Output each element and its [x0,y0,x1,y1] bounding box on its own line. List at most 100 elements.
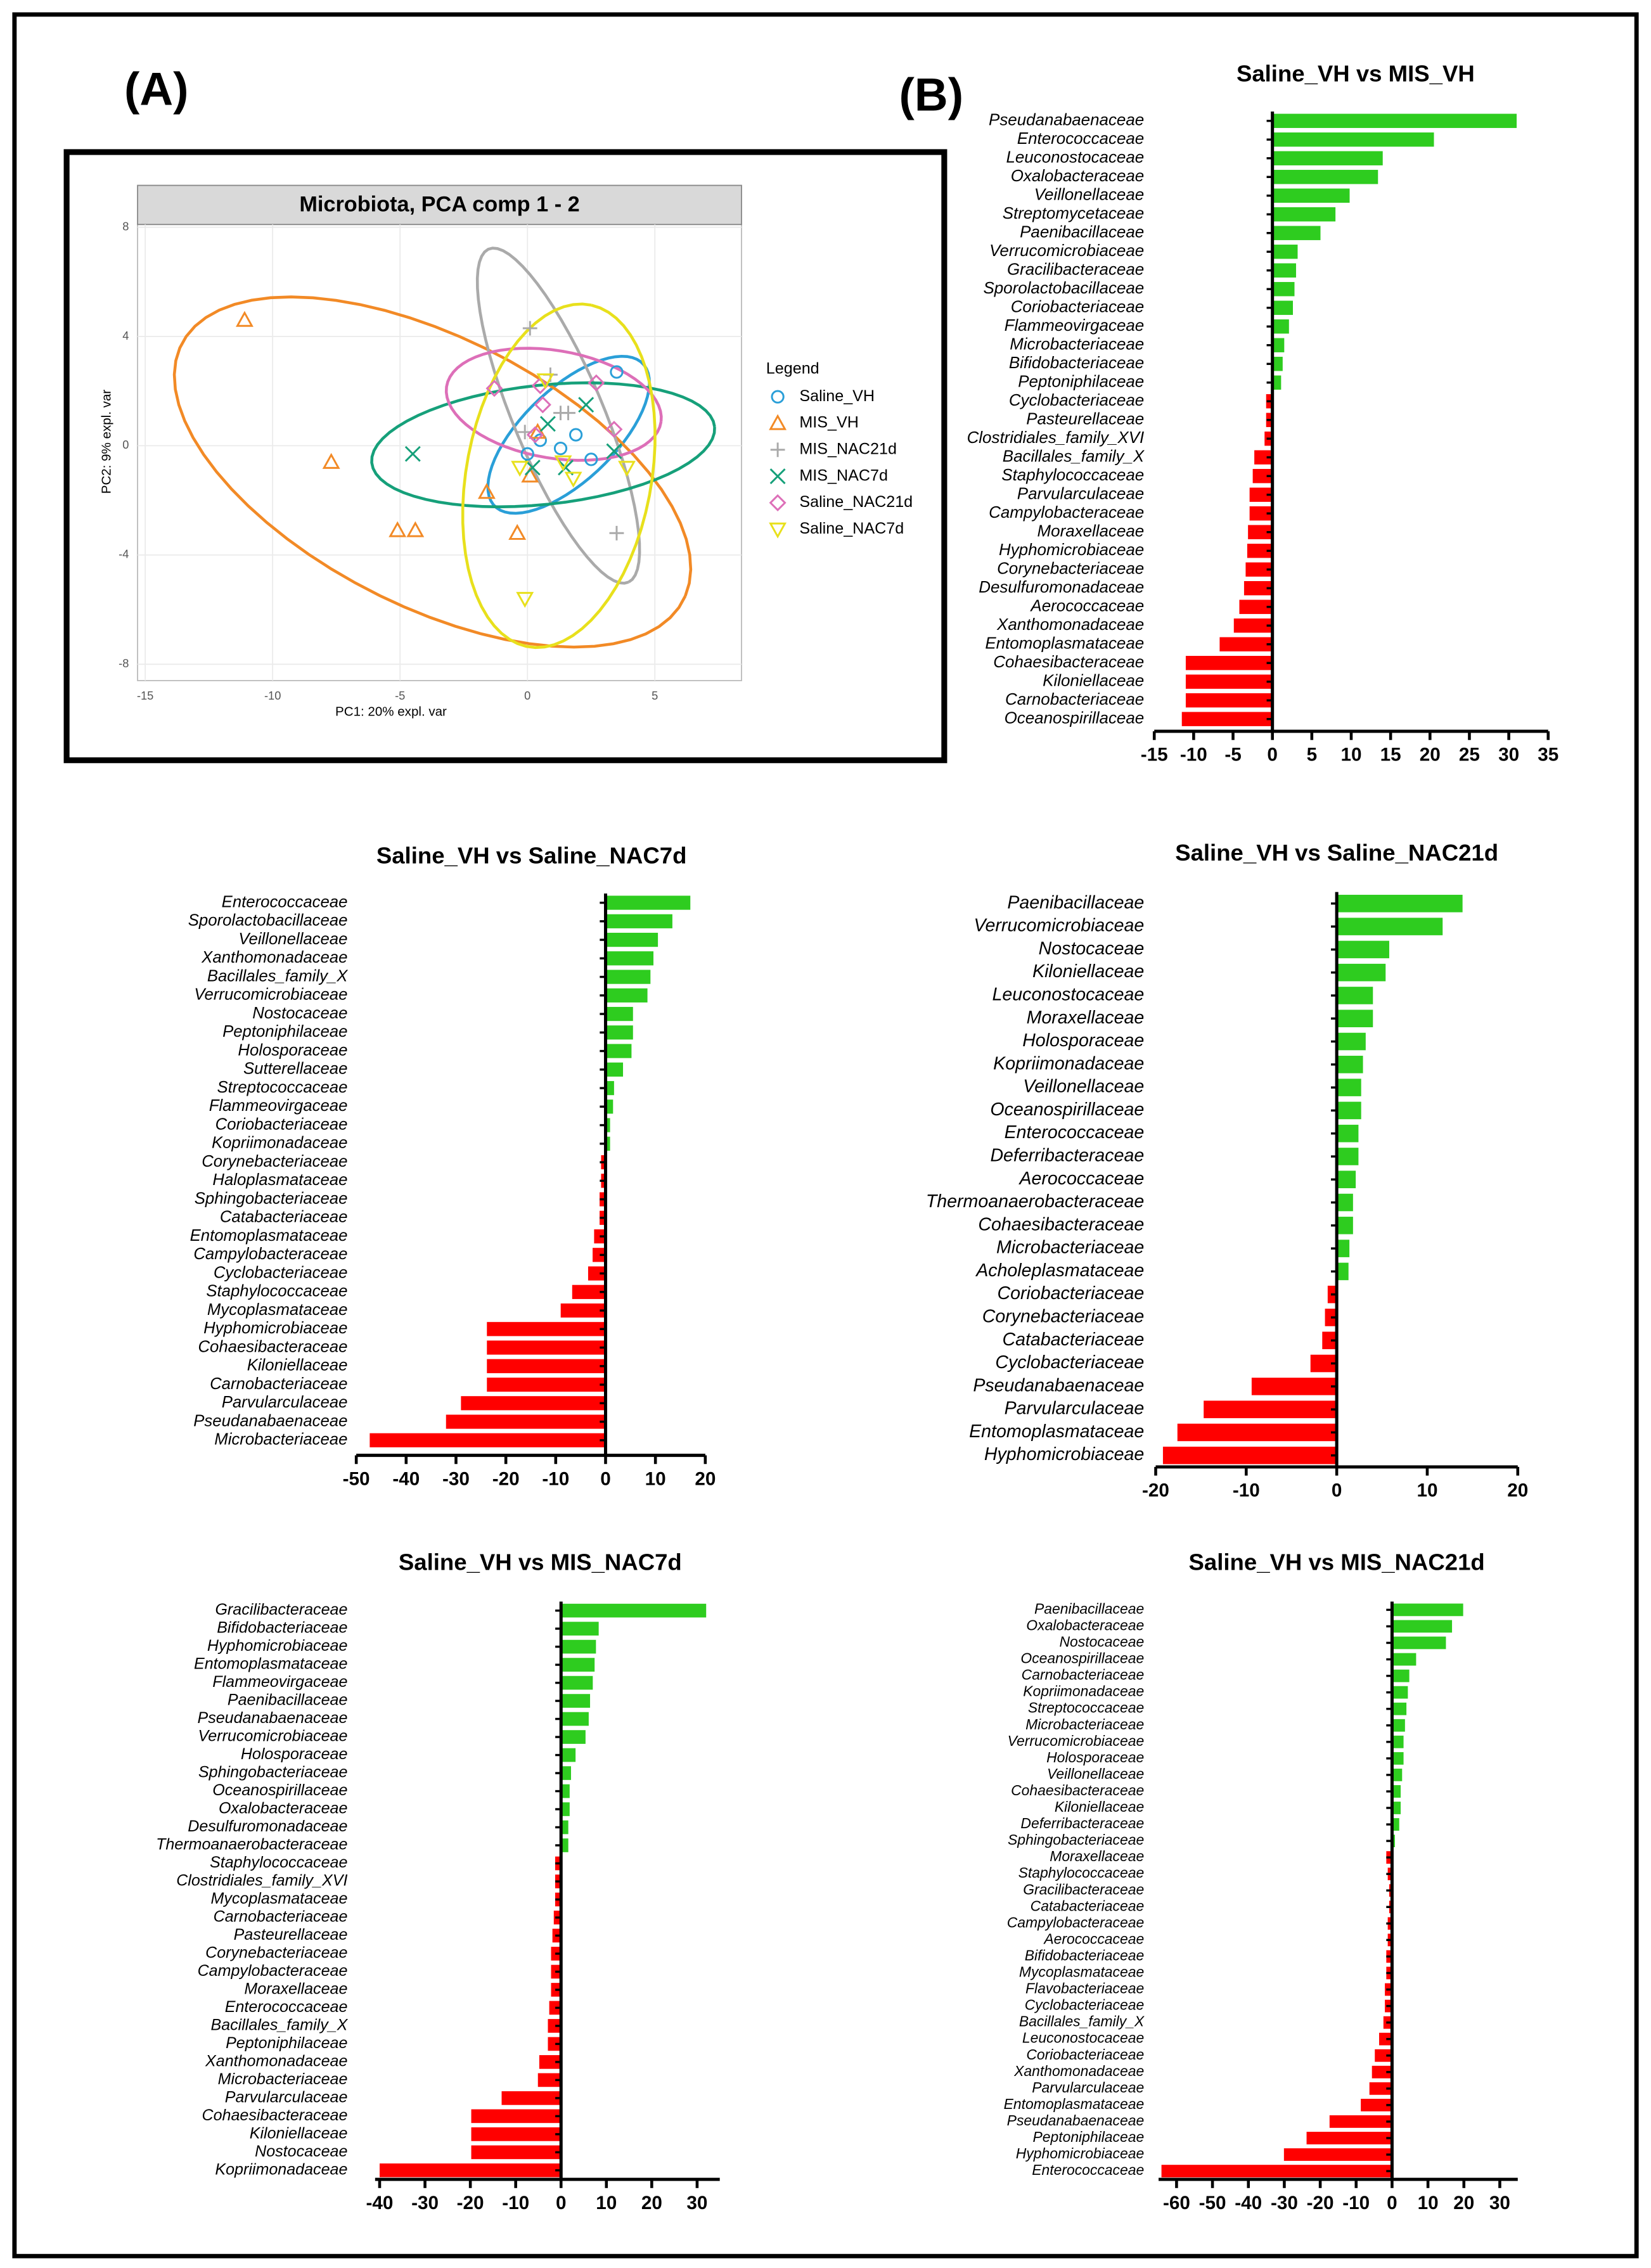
x-tick-label: 25 [1459,745,1480,766]
bar [1322,1331,1337,1350]
bar [1254,450,1273,464]
category-label: Bacillales_family_X [207,967,348,985]
point [539,416,556,432]
point [404,445,421,462]
bar [1369,2082,1392,2095]
point [508,523,527,540]
bar [1337,1079,1361,1096]
x-tick-label: 0 [1267,745,1278,766]
point [536,373,555,390]
bar [1329,2115,1392,2128]
category-label: Oxalobacteraceae [1011,167,1145,185]
category-label: Flammeovirgaceae [212,1673,347,1691]
category-label: Paenibacillaceae [1034,1600,1144,1617]
bar [561,1658,595,1672]
bar [1337,1056,1363,1073]
bar [1272,113,1517,128]
category-label: Moraxellaceae [1050,1848,1144,1864]
x-tick-label: -15 [137,689,153,702]
x-tick-label: -50 [343,1468,370,1489]
category-label: Microbacteriaceae [1010,336,1144,354]
x-tick-label: -30 [442,1468,470,1489]
points-layer [172,247,716,650]
bar [1162,1446,1337,1464]
chart-title: Saline_VH vs MIS_NAC21d [1189,1549,1485,1575]
category-label: Enterococcaceae [1017,130,1144,148]
bar [487,1322,606,1336]
x-tick-label: -20 [1142,1480,1169,1501]
category-label: Parvularculaceae [1005,1399,1145,1419]
panel-a-frame [63,149,948,764]
legend-label: MIS_VH [799,414,859,432]
point [485,380,503,397]
category-label: Verrucomicrobiaceae [194,986,347,1004]
chart-title: Saline_VH vs MIS_VH [1237,61,1475,87]
category-label: Campylobacteraceae [989,504,1144,522]
category-label: Holosporaceae [241,1745,348,1763]
title-strip [137,184,742,226]
category-label: Kiloniellaceae [247,1357,348,1374]
bar [1337,940,1389,959]
bar [1372,2065,1392,2079]
category-label: Desulfuromonadaceae [979,579,1144,596]
category-label: Kiloniellaceae [250,2124,348,2142]
category-label: Xanthomonadaceae [201,949,347,966]
bar [487,1359,606,1373]
bar [1272,207,1336,222]
x-tick-label: 35 [1538,745,1558,766]
bar [1185,674,1273,689]
category-label: Staphylococcaceae [1001,466,1144,484]
bar [1185,693,1273,708]
category-label: Parvularculaceae [1032,2079,1144,2096]
category-label: Kopriimonadaceae [212,1134,347,1152]
bar [561,1820,569,1835]
bar [605,1062,624,1077]
point [389,521,407,537]
point [578,397,594,413]
category-label: Gracilibacteraceae [1007,261,1144,279]
category-label: Verrucomicrobiaceae [198,1727,348,1745]
point [618,461,636,477]
x-tick-label: 20 [1420,745,1441,766]
x-tick-label: -20 [492,1468,520,1489]
category-label: Aerococcaceae [1043,1930,1144,1947]
bar [1337,1193,1353,1212]
legend-marker [770,442,785,458]
bar [1392,1719,1405,1732]
category-label: Cohaesibacteraceae [978,1214,1144,1234]
category-label: Flavobacteriaceae [1025,1980,1144,1997]
legend-marker [769,494,787,511]
category-label: Clostridiales_family_XVI [176,1872,347,1890]
category-label: Peptoniphilaceae [222,1023,347,1041]
category-label: Kiloniellaceae [1055,1798,1144,1815]
x-tick-label: -10 [502,2193,529,2214]
bar [1392,1702,1407,1715]
x-tick-label: -5 [395,689,405,702]
category-label: Pseudanabaenaceae [197,1709,347,1727]
category-label: Thermoanaerobacteraceae [926,1191,1144,1212]
confidence-ellipse [475,247,641,585]
bar [487,1377,606,1392]
category-label: Holosporaceae [1022,1030,1144,1051]
bar [1337,1032,1366,1051]
bar [1392,1669,1410,1682]
legend-marker [769,468,786,485]
category-label: Kiloniellaceae [1043,672,1144,690]
category-label: Entomoplasmataceae [969,1421,1144,1442]
panel-label: (B) [899,70,963,121]
bar [548,2019,562,2033]
legend-title: Legend [766,359,819,377]
bar [1233,618,1273,633]
category-label: Hyphomicrobiaceae [1016,2145,1144,2162]
category-label: Leuconostocaceae [993,985,1145,1005]
bar [605,895,691,910]
category-label: Xanthomonadaceae [205,2053,347,2070]
bar [1248,525,1273,539]
legend-marker [769,522,787,539]
category-label: Bifidobacteriaceae [217,1619,347,1637]
category-label: Pseudanabaenaceae [989,112,1144,129]
category-label: Deferribacteraceae [990,1146,1144,1166]
point [561,406,575,421]
category-label: Parvularculaceae [222,1393,348,1411]
x-tick-label: 20 [641,2193,662,2214]
